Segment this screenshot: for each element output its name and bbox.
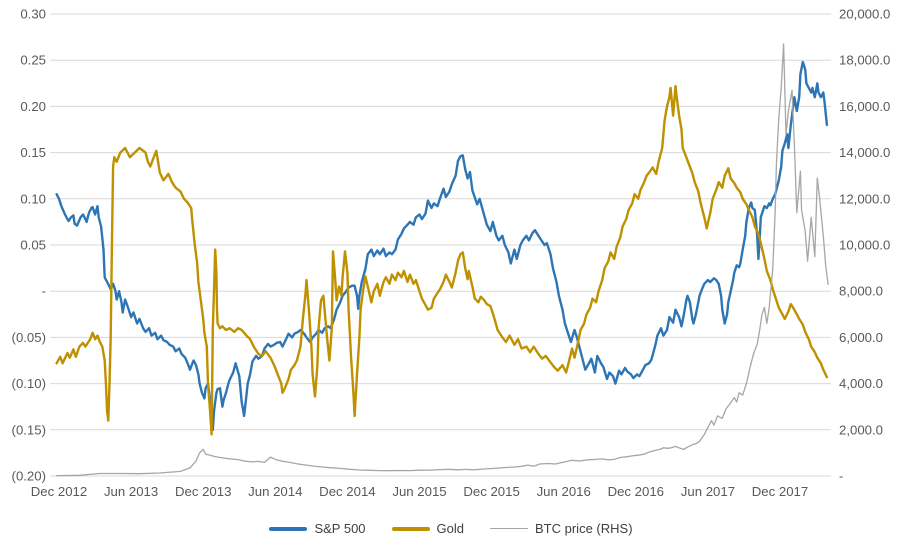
right-axis-label: - — [839, 469, 843, 484]
right-axis-label: 6,000.0 — [839, 330, 883, 345]
right-axis-label: 2,000.0 — [839, 422, 883, 437]
legend-swatch-btc-price-rhs — [490, 527, 529, 530]
x-axis-label: Dec 2012 — [31, 484, 87, 499]
right-axis-label: 16,000.0 — [839, 99, 890, 114]
x-axis-label: Jun 2016 — [537, 484, 591, 499]
right-axis-label: 8,000.0 — [839, 284, 883, 299]
left-axis-label: (0.05) — [12, 330, 46, 345]
right-axis-label: 4,000.0 — [839, 376, 883, 391]
series-line-btc-price-rhs — [55, 43, 829, 477]
legend-label-s-p-500: S&P 500 — [314, 521, 366, 536]
series-line-gold — [55, 84, 829, 436]
right-axis-label: 12,000.0 — [839, 191, 890, 206]
x-axis-label: Jun 2013 — [104, 484, 158, 499]
legend-label-gold: Gold — [436, 521, 465, 536]
left-axis-label: 0.25 — [20, 53, 46, 68]
x-axis-label: Jun 2017 — [681, 484, 735, 499]
right-axis-label: 18,000.0 — [839, 53, 890, 68]
left-axis-label: - — [42, 284, 46, 299]
left-axis-label: 0.05 — [20, 238, 46, 253]
legend-swatch-gold — [391, 526, 430, 531]
x-axis-label: Jun 2014 — [248, 484, 302, 499]
legend-item-gold: Gold — [391, 521, 465, 536]
legend-swatch-s-p-500 — [269, 526, 308, 531]
left-axis-label: (0.15) — [12, 422, 46, 437]
left-axis-label: (0.10) — [12, 376, 46, 391]
series-line-s-p-500 — [55, 60, 829, 431]
left-axis-label: 0.30 — [20, 7, 46, 22]
right-axis-label: 14,000.0 — [839, 145, 890, 160]
right-axis-label: 20,000.0 — [839, 7, 890, 22]
left-axis-label: (0.20) — [12, 469, 46, 484]
x-axis-label: Dec 2014 — [319, 484, 375, 499]
x-axis-label: Dec 2015 — [463, 484, 519, 499]
chart-legend: S&P 500 Gold BTC price (RHS) — [0, 521, 902, 536]
legend-item-s-p-500: S&P 500 — [269, 521, 366, 536]
left-axis-label: 0.15 — [20, 145, 46, 160]
legend-item-btc-price-rhs: BTC price (RHS) — [490, 521, 633, 536]
left-axis-label: 0.20 — [20, 99, 46, 114]
right-axis-label: 10,000.0 — [839, 238, 890, 253]
x-axis-label: Dec 2013 — [175, 484, 231, 499]
left-axis-label: 0.10 — [20, 191, 46, 206]
x-axis-label: Dec 2016 — [608, 484, 664, 499]
x-axis-label: Dec 2017 — [752, 484, 808, 499]
legend-label-btc-price-rhs: BTC price (RHS) — [535, 521, 633, 536]
x-axis-label: Jun 2015 — [392, 484, 446, 499]
